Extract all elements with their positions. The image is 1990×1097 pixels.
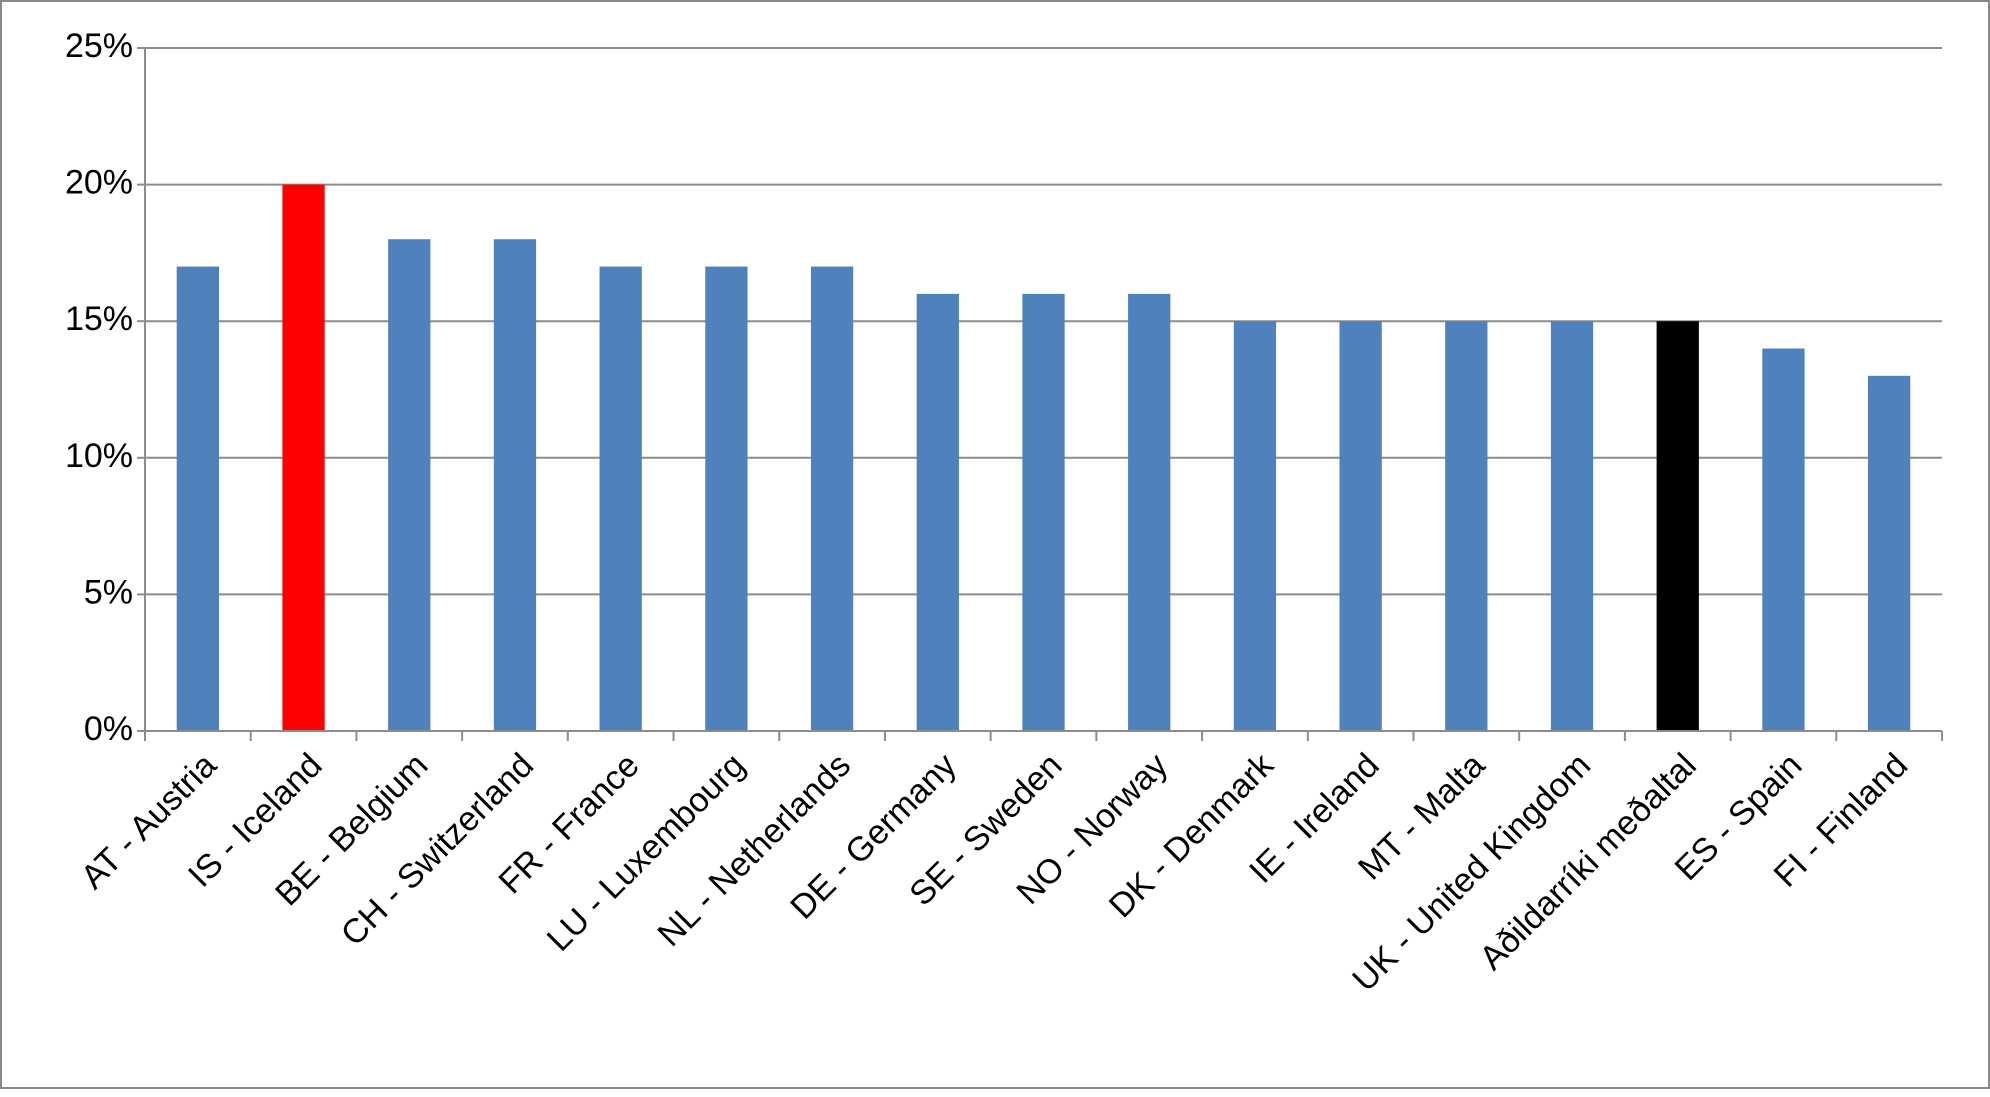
- bar: [388, 239, 431, 732]
- bar: [1762, 348, 1805, 731]
- y-tick-label: 0%: [84, 710, 133, 748]
- bar: [176, 266, 219, 731]
- y-tick-label: 15%: [65, 300, 133, 338]
- bar: [1868, 375, 1911, 731]
- bar: [1233, 321, 1277, 731]
- bar: [1339, 321, 1382, 731]
- bar: [916, 293, 959, 731]
- y-tick-label: 25%: [65, 27, 133, 65]
- x-tick-label: LU - Luxembourg: [540, 746, 753, 959]
- bar: [1656, 321, 1699, 731]
- x-tick-label: CH - Switzerland: [334, 746, 541, 953]
- y-tick-label: 10%: [65, 437, 133, 475]
- bar: [1128, 293, 1171, 731]
- bar: [1445, 321, 1488, 731]
- bar: [282, 184, 325, 732]
- bar: [599, 266, 642, 731]
- bar: [493, 239, 537, 732]
- bar: [705, 266, 748, 731]
- y-tick-label: 20%: [65, 164, 133, 202]
- bar: [1550, 321, 1594, 731]
- bar: [1022, 293, 1065, 731]
- bar: [810, 266, 854, 731]
- x-tick-label: NL - Netherlands: [650, 746, 858, 954]
- y-tick-label: 5%: [84, 573, 133, 611]
